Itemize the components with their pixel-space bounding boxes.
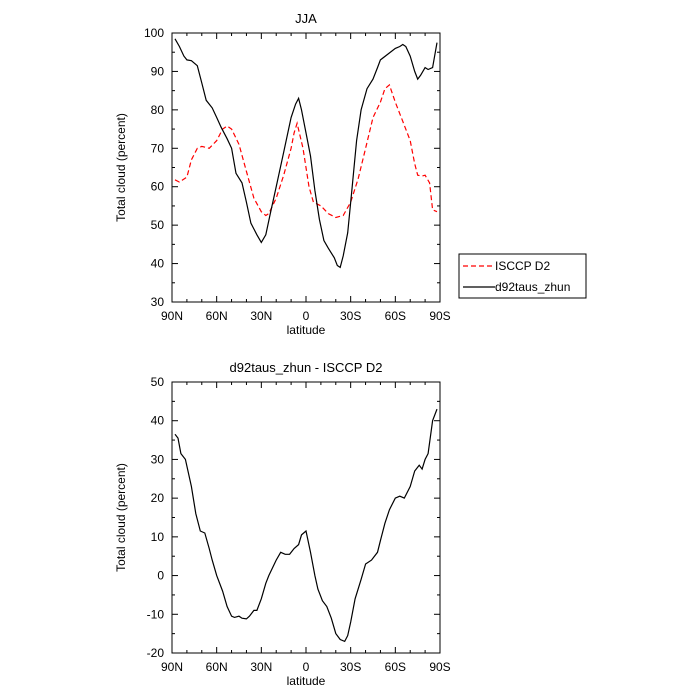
- x-tick-label: 90S: [429, 660, 450, 674]
- y-axis-label: Total cloud (percent): [114, 113, 128, 222]
- chart-panel-2: d92taus_zhun - ISCCP D2 90N 60N 30N 0 30S 60S 9…: [114, 360, 451, 688]
- y-tick-label: 0: [157, 569, 164, 583]
- x-tick-label: 90N: [161, 660, 183, 674]
- y-tick-label: 100: [144, 26, 164, 40]
- x-tick-label: 0: [303, 309, 310, 323]
- y-tick-label: 60: [151, 180, 165, 194]
- x-tick-label: 0: [303, 660, 310, 674]
- y-tick-label: 30: [151, 452, 165, 466]
- x-tick-label: 30S: [340, 309, 361, 323]
- y-tick-label: 20: [151, 491, 165, 505]
- x-tick-label: 90S: [429, 309, 450, 323]
- series-line-difference: [174, 408, 438, 643]
- y-tick-label: -10: [147, 607, 165, 621]
- y-tick-label: 40: [151, 257, 165, 271]
- y-tick-label: 90: [151, 64, 165, 78]
- x-tick-label: 60N: [206, 660, 228, 674]
- y-tick-label: 50: [151, 375, 165, 389]
- legend-label: d92taus_zhun: [495, 280, 570, 294]
- y-tick-label: 10: [151, 530, 165, 544]
- legend: ISCCP D2 d92taus_zhun: [458, 253, 587, 299]
- y-tick-label: 40: [151, 414, 165, 428]
- y-tick-label: 50: [151, 218, 165, 232]
- y-axis-label: Total cloud (percent): [114, 463, 128, 572]
- y-tick-label: 30: [151, 295, 165, 309]
- chart-title: d92taus_zhun - ISCCP D2: [230, 360, 383, 375]
- x-axis-label: latitude: [287, 674, 326, 688]
- legend-box: [458, 253, 587, 299]
- x-axis-label: latitude: [287, 323, 326, 337]
- y-tick-label: 80: [151, 103, 165, 117]
- legend-label: ISCCP D2: [495, 259, 550, 273]
- series-line-d92taus-zhun: [174, 38, 438, 269]
- chart-title: JJA: [295, 11, 317, 26]
- chart-panel-1: JJA 90N 60N 30N 0 30S 60S 90S 30 40 50 60 70 80 90 100 l…: [114, 11, 587, 337]
- x-tick-label: 90N: [161, 309, 183, 323]
- x-tick-label: 60N: [206, 309, 228, 323]
- y-tick-label: 70: [151, 141, 165, 155]
- series-line-isccp-d2: [174, 83, 438, 219]
- x-tick-label: 30N: [250, 309, 272, 323]
- y-tick-label: -20: [147, 646, 165, 660]
- x-tick-label: 60S: [385, 660, 406, 674]
- x-tick-label: 30S: [340, 660, 361, 674]
- plot-frame: [171, 381, 441, 654]
- x-tick-label: 30N: [250, 660, 272, 674]
- x-tick-label: 60S: [385, 309, 406, 323]
